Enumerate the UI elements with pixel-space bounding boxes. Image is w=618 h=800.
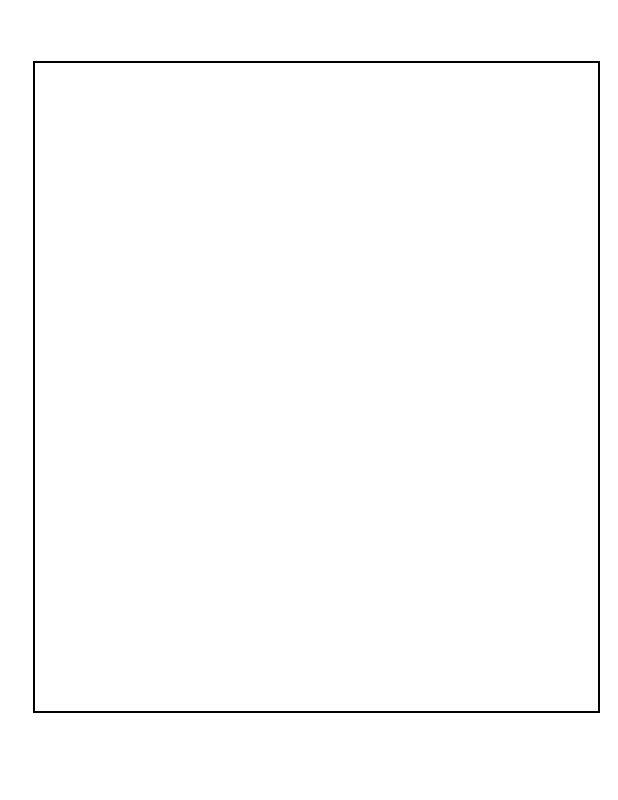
colorbar [10, 751, 608, 781]
streamline-map-canvas [35, 63, 598, 711]
map-frame [33, 61, 600, 713]
